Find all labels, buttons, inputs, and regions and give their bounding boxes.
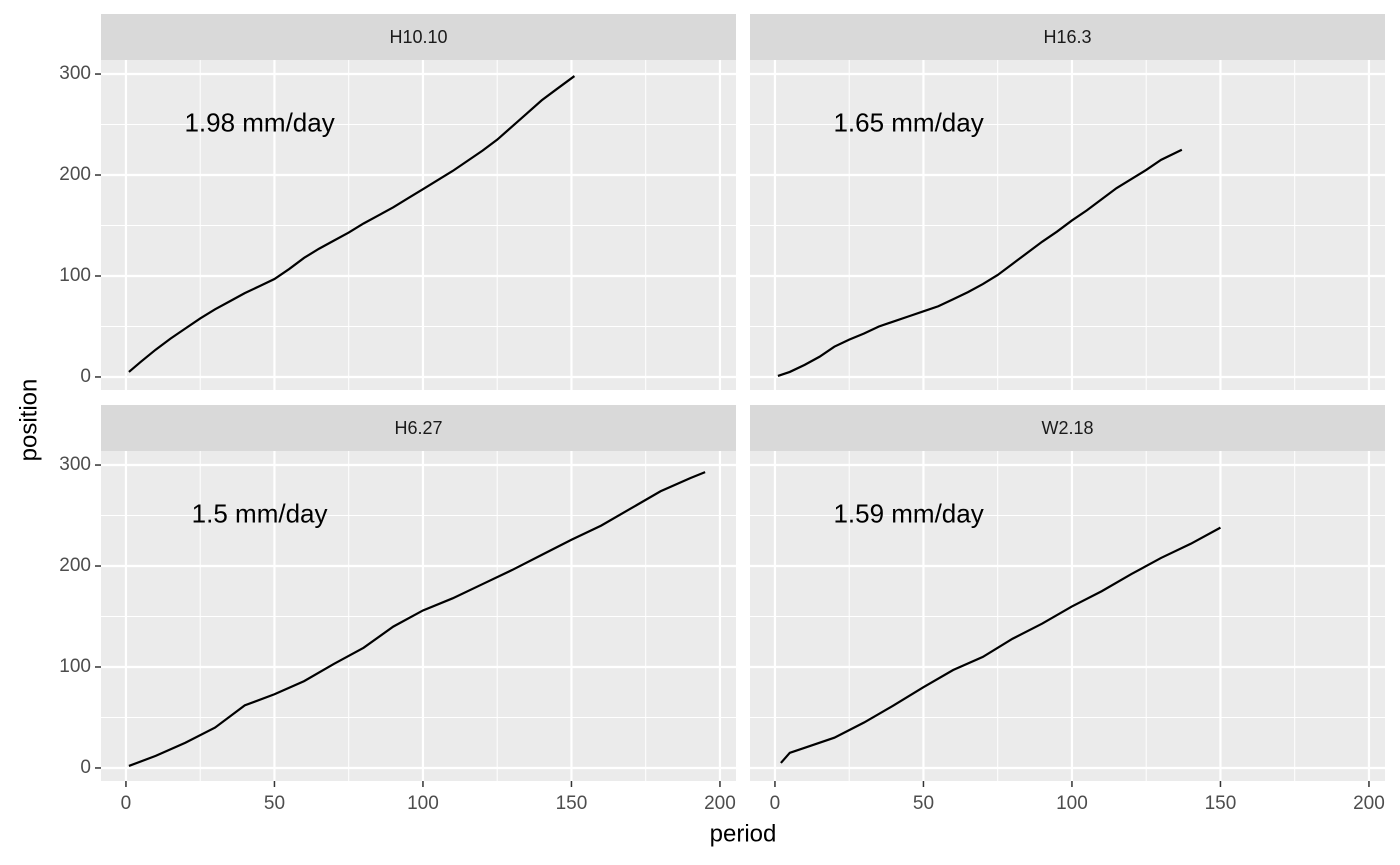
annotation: 1.59 mm/day xyxy=(833,498,983,528)
y-tick-label: 0 xyxy=(80,366,91,387)
y-tick-label: 200 xyxy=(59,164,91,185)
x-tick-label: 200 xyxy=(704,793,736,814)
y-tick-label: 100 xyxy=(59,265,91,286)
annotation: 1.98 mm/day xyxy=(184,107,334,137)
strip xyxy=(750,14,1385,60)
y-tick-label: 300 xyxy=(59,63,91,84)
y-axis-label: position xyxy=(15,379,42,462)
annotation: 1.5 mm/day xyxy=(192,498,328,528)
x-axis-label: period xyxy=(710,820,777,847)
x-tick-label: 100 xyxy=(1056,793,1088,814)
strip-title: H6.27 xyxy=(394,418,442,438)
data-line xyxy=(128,75,576,373)
x-tick-label: 0 xyxy=(770,793,781,814)
strip-title: W2.18 xyxy=(1041,418,1093,438)
panel-background xyxy=(101,451,736,781)
data-line xyxy=(777,148,1183,378)
x-tick-label: 100 xyxy=(407,793,439,814)
strip-title: H10.10 xyxy=(389,27,447,47)
y-tick-label: 200 xyxy=(59,555,91,576)
data-line xyxy=(780,526,1221,764)
strip xyxy=(101,405,736,451)
y-tick-label: 0 xyxy=(80,757,91,778)
x-tick-label: 50 xyxy=(913,793,934,814)
strip xyxy=(750,405,1385,451)
x-tick-label: 200 xyxy=(1353,793,1385,814)
data-line xyxy=(128,471,706,767)
y-tick-label: 300 xyxy=(59,454,91,475)
panel-background xyxy=(101,60,736,390)
y-tick-label: 100 xyxy=(59,656,91,677)
strip-title: H16.3 xyxy=(1043,27,1091,47)
x-tick-label: 0 xyxy=(121,793,132,814)
strip xyxy=(101,14,736,60)
x-tick-label: 150 xyxy=(1205,793,1237,814)
x-tick-label: 150 xyxy=(556,793,588,814)
annotation: 1.65 mm/day xyxy=(833,107,983,137)
x-tick-label: 50 xyxy=(264,793,285,814)
